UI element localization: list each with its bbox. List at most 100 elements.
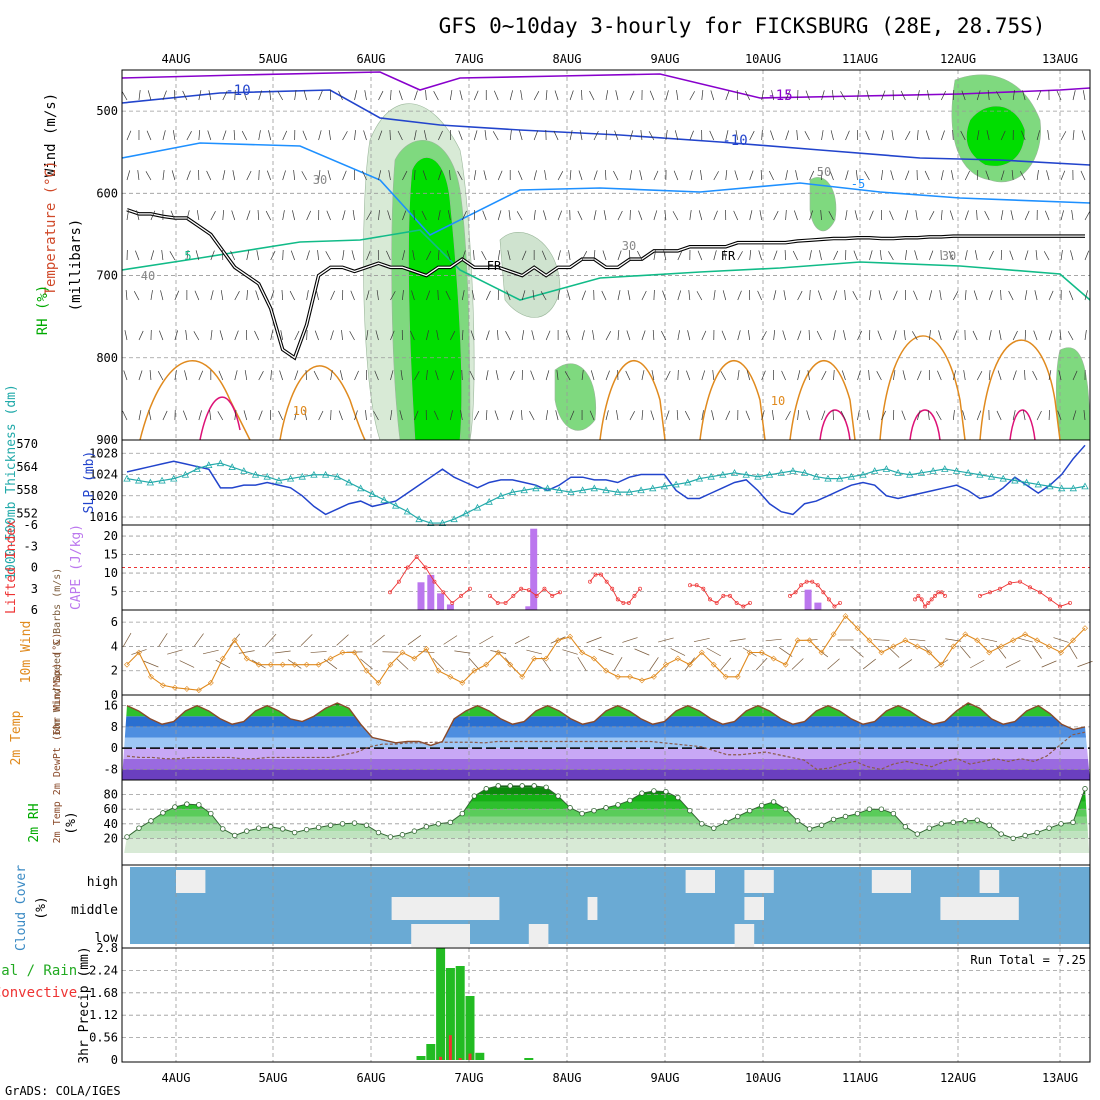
wind-barb [162, 90, 167, 101]
rh-marker [747, 807, 753, 814]
wind-barb-10m [851, 646, 864, 658]
wind-barb [533, 91, 540, 101]
wind-barb [917, 90, 920, 101]
thickness-marker [216, 459, 225, 467]
wind-barb [234, 330, 239, 341]
wind-barb [294, 330, 300, 341]
wind-barb [809, 210, 813, 221]
wind-barb [759, 210, 763, 221]
contour-label: -10 [722, 133, 747, 149]
thickness-marker [1069, 484, 1077, 492]
rh-marker [1070, 819, 1076, 826]
wind-barb [797, 290, 803, 301]
rh2m-axis-label: 2m RH [27, 803, 42, 842]
cape-bar [417, 582, 425, 610]
wind-barb [1032, 370, 1038, 381]
wind-barb [988, 370, 991, 381]
thickness-tick: 564 [16, 460, 38, 474]
rh-band [122, 787, 1090, 795]
lifted-index-marker [423, 565, 428, 570]
cape-tick: 10 [104, 566, 118, 580]
wind-barb [677, 250, 683, 261]
wind-barb [1000, 130, 1006, 141]
wind-barb [808, 329, 810, 341]
rh-marker [794, 818, 801, 824]
wind-barb [912, 331, 918, 341]
rh-marker [327, 822, 334, 828]
wind-barb [697, 250, 703, 261]
rh-marker [651, 788, 657, 794]
wind-barb [508, 210, 511, 221]
wind-barb [881, 90, 886, 101]
rh-marker [782, 806, 789, 812]
freezing-level-inner [126, 209, 1085, 359]
wind-barb [617, 250, 622, 261]
temp-axis-label-full: 2m Temp 2m DewPt (6hr Min/Max) (°C) [52, 633, 63, 844]
wind-barb [258, 410, 263, 421]
wind-barb [865, 130, 870, 141]
thickness-marker [578, 486, 587, 494]
wind-barb [255, 290, 260, 301]
wind-barb [737, 251, 743, 261]
rh-marker [770, 799, 777, 805]
wind-speed-marker [375, 679, 382, 686]
wind-barb [133, 291, 140, 301]
wind10m-axis-label-full: 10m Wind Speed & Barbs (m/s) [52, 568, 63, 737]
wind-barb [605, 410, 609, 421]
wind-barb [961, 90, 966, 101]
rh-shading [499, 232, 561, 318]
wind-barb [386, 250, 391, 261]
wind-barb [589, 410, 595, 421]
thickness-marker [859, 470, 867, 478]
lifted-index-marker [978, 593, 982, 598]
lifted-index-tick: 3 [31, 582, 38, 596]
wind-barb [243, 410, 248, 421]
lifted-index-marker [916, 593, 921, 598]
wind-barb-10m [407, 635, 422, 645]
wind-barb [1008, 290, 1014, 301]
wind-speed-marker [471, 667, 478, 674]
wind-barb [927, 410, 930, 421]
rh-marker [986, 822, 992, 828]
wind-barb [1012, 330, 1018, 341]
wind-barb [905, 131, 911, 141]
wind-barb [649, 90, 655, 101]
date-label-top: 9AUG [651, 52, 680, 66]
lifted-index-marker [1028, 585, 1032, 590]
wind-barb [749, 130, 755, 141]
chart-title: GFS 0~10day 3-hourly for FICKSBURG (28E,… [439, 14, 1046, 38]
wind-speed-marker [435, 667, 442, 674]
wind-barb [701, 370, 706, 381]
rh-marker [615, 802, 621, 808]
wind-barb [446, 250, 451, 261]
wind-barb [449, 90, 453, 101]
thickness-marker [170, 474, 178, 482]
wind-barb [125, 290, 128, 301]
wind-barb [737, 290, 742, 301]
wind-speed-marker [315, 661, 322, 668]
wind-barb [832, 409, 834, 421]
wind-speed-marker [1046, 643, 1052, 650]
wind-barb [137, 170, 140, 181]
precip-tick: 2.8 [96, 941, 118, 955]
lifted-index-marker [450, 600, 455, 605]
wind-speed-marker [219, 655, 226, 662]
cloud-clear-span [871, 870, 911, 893]
wind-barb [210, 290, 214, 301]
wind-barb [540, 291, 547, 301]
slp-line [126, 444, 1086, 516]
wind-barb [988, 250, 994, 261]
wind-barb [269, 90, 272, 101]
wind-barb [330, 409, 332, 421]
wind-speed-marker [854, 625, 861, 632]
wind-barb [292, 210, 295, 221]
wind-barb [494, 410, 499, 421]
wind-barb-10m [443, 635, 458, 645]
thickness-marker [660, 482, 669, 490]
wind-speed-marker [351, 649, 358, 656]
thickness-marker [765, 470, 774, 478]
wind-barb [1084, 330, 1087, 341]
wind-barb [940, 130, 945, 141]
wind-barb [185, 330, 188, 341]
wind-speed-marker [507, 661, 514, 668]
